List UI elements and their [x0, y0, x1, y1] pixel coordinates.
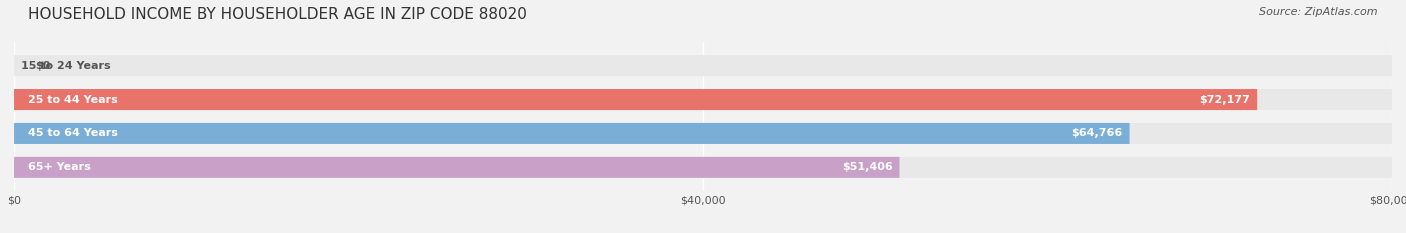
Text: 25 to 44 Years: 25 to 44 Years	[28, 95, 118, 105]
Text: 45 to 64 Years: 45 to 64 Years	[28, 128, 118, 138]
Text: HOUSEHOLD INCOME BY HOUSEHOLDER AGE IN ZIP CODE 88020: HOUSEHOLD INCOME BY HOUSEHOLDER AGE IN Z…	[28, 7, 527, 22]
FancyBboxPatch shape	[14, 89, 1257, 110]
FancyBboxPatch shape	[14, 157, 900, 178]
Text: $0: $0	[35, 61, 51, 71]
FancyBboxPatch shape	[14, 157, 1392, 178]
Text: Source: ZipAtlas.com: Source: ZipAtlas.com	[1260, 7, 1378, 17]
FancyBboxPatch shape	[14, 55, 1392, 76]
Text: $72,177: $72,177	[1199, 95, 1250, 105]
Text: $51,406: $51,406	[842, 162, 893, 172]
FancyBboxPatch shape	[14, 89, 1392, 110]
Text: 15 to 24 Years: 15 to 24 Years	[21, 61, 111, 71]
FancyBboxPatch shape	[14, 123, 1129, 144]
FancyBboxPatch shape	[14, 123, 1392, 144]
Text: 65+ Years: 65+ Years	[28, 162, 90, 172]
Text: $64,766: $64,766	[1071, 128, 1122, 138]
